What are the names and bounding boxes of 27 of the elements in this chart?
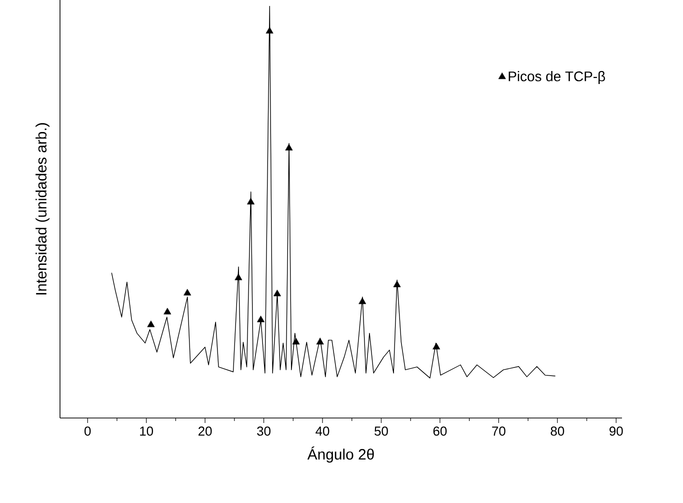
- point: [432, 342, 440, 350]
- x-tick-label: 20: [198, 426, 212, 436]
- point: [358, 298, 366, 304]
- point: [274, 290, 281, 296]
- point: [316, 338, 324, 344]
- x-tick-label: 70: [492, 426, 506, 436]
- x-tick-label: 60: [433, 426, 447, 436]
- legend-label: Picos de TCP-β: [508, 71, 606, 84]
- point: [164, 308, 172, 314]
- x-tick-label: 80: [550, 426, 564, 436]
- point: [257, 316, 265, 322]
- point: [184, 289, 192, 296]
- x-tick-label: 40: [316, 426, 330, 436]
- point: [266, 27, 274, 34]
- point: [285, 144, 293, 150]
- point: [234, 274, 242, 280]
- x-tick-label: 30: [257, 426, 270, 436]
- point: [292, 338, 300, 344]
- x-tick-label: 10: [140, 426, 154, 436]
- x-axis-title: Ángulo 2θ: [307, 446, 374, 463]
- x-tick-label: 90: [610, 426, 623, 436]
- y-axis-title: Intensidad (unidades arb.): [36, 123, 50, 294]
- x-tick-label: 50: [374, 426, 388, 436]
- point: [393, 280, 401, 288]
- point: [147, 320, 155, 328]
- point: [247, 198, 255, 204]
- x-tick-label: 0: [84, 426, 91, 436]
